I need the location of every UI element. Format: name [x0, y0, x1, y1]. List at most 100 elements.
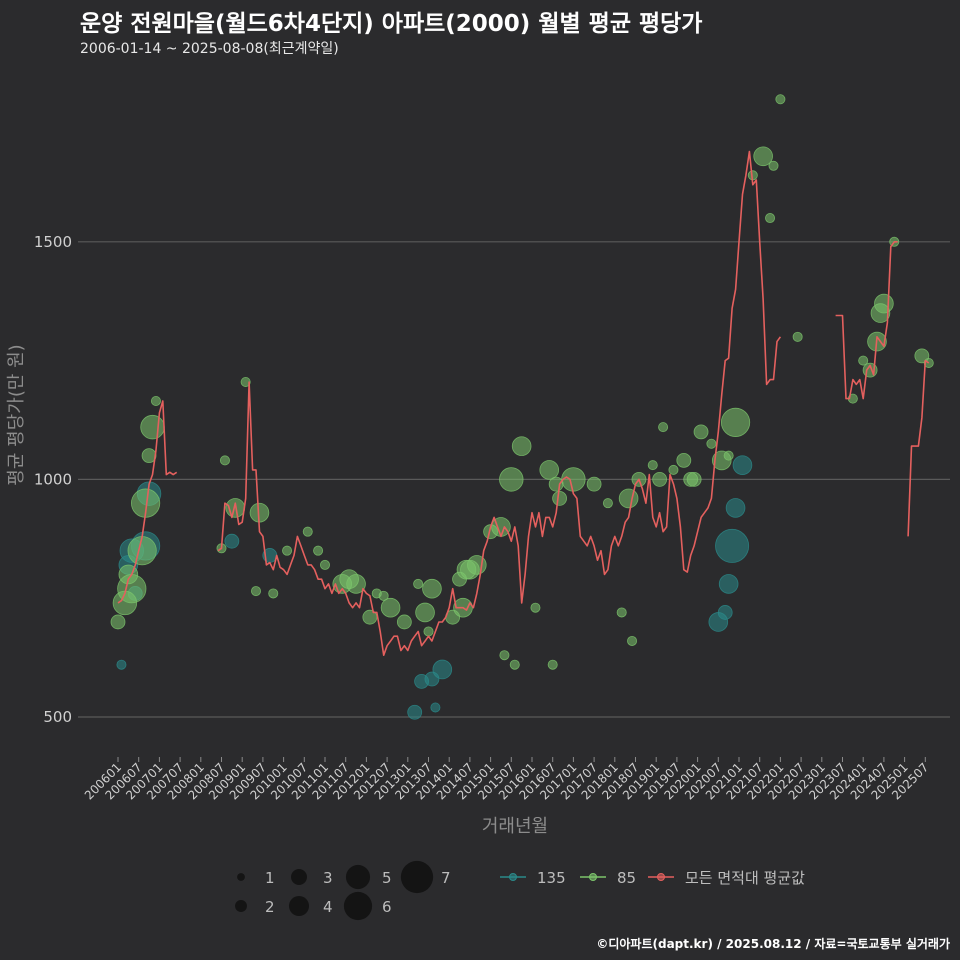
scatter-point: [874, 293, 894, 314]
y-tick-label: 500: [43, 708, 72, 726]
scatter-point: [396, 614, 412, 630]
source-footer: ©디아파트(dapt.kr) / 2025.08.12 / 자료=국토교통부 실…: [596, 937, 950, 951]
size-legend-label: 1: [265, 869, 275, 887]
scatter-point: [693, 424, 709, 440]
scatter-point: [346, 574, 366, 594]
scatter-point: [282, 545, 293, 556]
series-legend-label: 85: [617, 869, 636, 887]
scatter-point: [432, 659, 453, 680]
scatter-point: [753, 146, 773, 167]
scatter-point: [224, 533, 240, 549]
scatter-point: [268, 588, 279, 599]
scatter-point: [858, 355, 869, 366]
chart-title: 운양 전원마을(월드6차4단지) 아파트(2000) 월별 평균 평당가: [80, 11, 703, 37]
scatter-point: [718, 574, 739, 594]
y-axis-title: 평균 평당가(만 원): [6, 344, 27, 485]
series-legend: 135 85 모든 면적대 평균값: [500, 869, 805, 887]
scatter-point: [319, 559, 330, 570]
scatter-point: [302, 526, 313, 537]
scatter-point: [717, 605, 733, 620]
size-legend-marker: [235, 900, 247, 912]
size-legend-marker: [343, 891, 373, 921]
scatter-point: [548, 476, 564, 492]
scatter-point: [627, 635, 638, 646]
scatter-point: [141, 448, 157, 464]
scatter-point: [686, 471, 702, 487]
scatter-point: [602, 498, 613, 509]
scatter-point: [768, 160, 779, 171]
scatter-point: [422, 578, 442, 599]
series-legend-marker: [589, 873, 597, 881]
scatter-point: [723, 450, 734, 461]
y-tick-label: 1500: [34, 233, 72, 251]
series-legend-label: 모든 면적대 평균값: [685, 869, 805, 887]
scatter-point: [539, 460, 560, 480]
scatter-point: [140, 414, 165, 440]
scatter-point: [413, 578, 424, 589]
size-legend-label: 7: [441, 869, 451, 887]
size-legend-marker: [345, 864, 371, 890]
scatter-point: [509, 659, 520, 670]
series-85-points: [110, 94, 934, 670]
scatter-point: [250, 586, 261, 597]
x-axis-ticks: 2006012006072007012007072008012008072009…: [82, 757, 931, 803]
scatter-point: [792, 331, 803, 342]
scatter-point: [511, 436, 532, 456]
x-axis-title: 거래년월: [482, 816, 548, 837]
scatter-point: [765, 213, 776, 224]
scatter-point: [116, 659, 127, 670]
scatter-point: [423, 626, 434, 637]
scatter-point: [732, 455, 753, 475]
size-legend-marker: [400, 860, 434, 894]
scatter-point: [586, 476, 602, 492]
scatter-point: [240, 376, 251, 387]
scatter-point: [715, 528, 750, 563]
y-tick-label: 1000: [34, 470, 72, 488]
chart-subtitle: 2006-01-14 ~ 2025-08-08(최근계약일): [80, 41, 339, 57]
average-line-segment: [907, 359, 930, 537]
size-legend-marker: [237, 873, 245, 881]
scatter-point: [219, 455, 230, 466]
scatter-point: [547, 659, 558, 670]
scatter-point: [499, 650, 510, 661]
scatter-point: [150, 395, 161, 406]
scatter-point: [430, 702, 441, 713]
scatter-point: [706, 438, 717, 449]
size-legend: 1 2 3 4 5 6 7: [235, 860, 451, 921]
average-line-segment: [835, 241, 898, 400]
size-legend-label: 4: [323, 898, 333, 916]
scatter-point: [658, 422, 669, 433]
scatter-point: [775, 94, 786, 105]
scatter-point: [725, 498, 746, 518]
scatter-point: [499, 467, 524, 492]
series-legend-marker: [657, 873, 665, 881]
scatter-point: [652, 471, 668, 487]
scatter-point: [127, 536, 157, 566]
scatter-point: [616, 607, 627, 618]
scatter-point: [110, 614, 126, 630]
scatter-point: [668, 464, 679, 475]
y-axis-ticks: 500 1000 1500: [34, 233, 72, 726]
scatter-point: [530, 602, 541, 613]
average-line: [117, 150, 930, 657]
size-legend-marker: [291, 869, 307, 885]
series-legend-label: 135: [537, 869, 566, 887]
size-legend-label: 6: [382, 898, 392, 916]
scatter-point: [313, 545, 324, 556]
average-line-segment: [217, 150, 782, 657]
scatter-point: [647, 460, 658, 471]
size-legend-label: 2: [265, 898, 275, 916]
scatter-point: [561, 467, 586, 492]
scatter-point: [720, 407, 751, 437]
series-legend-marker: [509, 873, 517, 881]
average-line-segment: [117, 400, 178, 604]
size-legend-marker: [288, 895, 310, 917]
size-legend-label: 5: [382, 869, 392, 887]
scatter-point: [676, 452, 692, 468]
scatter-point: [380, 597, 401, 618]
scatter-point: [407, 704, 423, 720]
size-legend-label: 3: [323, 869, 333, 887]
scatter-point: [378, 590, 389, 601]
scatter-point: [552, 491, 567, 506]
